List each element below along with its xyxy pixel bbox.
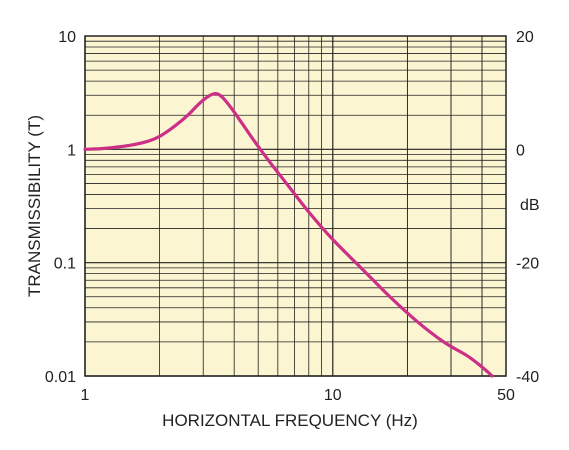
- y2-tick-label: -40: [516, 369, 539, 386]
- y-axis-title: TRANSMISSIBILITY (T): [25, 115, 44, 297]
- y2-tick-label: 20: [516, 29, 534, 46]
- y-tick-label: 1: [67, 142, 76, 159]
- y2-tick-label: 0: [516, 142, 525, 159]
- plot-background: [85, 36, 506, 376]
- y2-axis-title: dB: [520, 197, 540, 214]
- y2-axis-tick-labels: -40 -20 0 20: [516, 29, 539, 386]
- x-axis-tick-labels: 1 10 50: [81, 387, 515, 404]
- y-axis-tick-labels: 0.01 0.1 1 10: [45, 29, 76, 386]
- y2-tick-label: -20: [516, 256, 539, 273]
- series-line: [83, 91, 494, 378]
- y-tick-label: 0.1: [54, 256, 76, 273]
- plot-frame: [84, 35, 507, 377]
- y-tick-label: 0.01: [45, 369, 76, 386]
- x-tick-label: 1: [81, 387, 90, 404]
- x-tick-label: 50: [497, 387, 515, 404]
- x-axis-title: HORIZONTAL FREQUENCY (Hz): [162, 411, 418, 430]
- series-layer: [83, 91, 494, 378]
- x-tick-label: 10: [324, 387, 342, 404]
- y-tick-label: 10: [58, 29, 76, 46]
